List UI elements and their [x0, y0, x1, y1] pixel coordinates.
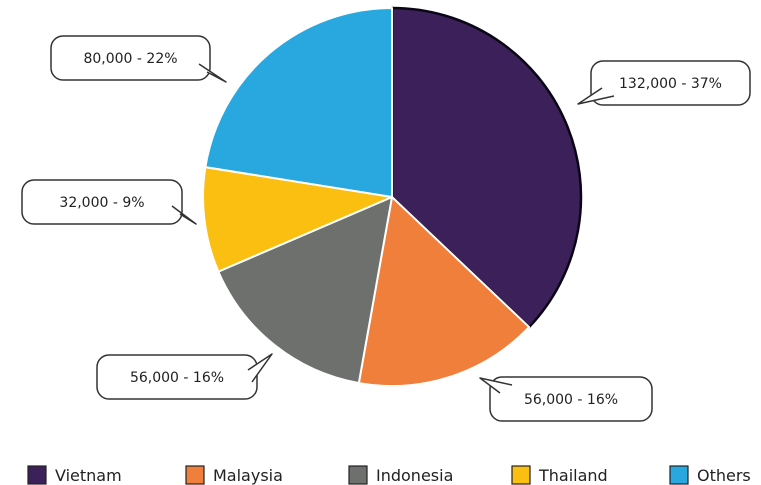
legend-swatch-others [669, 465, 689, 485]
pie-slice-vietnam [390, 6, 583, 329]
legend-item-vietnam: Vietnam [27, 465, 122, 485]
callout-indonesia: 56,000 - 16% [96, 353, 273, 400]
legend-item-indonesia: Indonesia [348, 465, 453, 485]
legend-item-others: Others [669, 465, 751, 485]
legend-label-vietnam: Vietnam [55, 466, 122, 485]
callout-pointer [479, 377, 513, 394]
callout-box [21, 179, 183, 225]
pie-slice-thailand [202, 166, 393, 273]
callout-thailand: 32,000 - 9% [21, 179, 197, 225]
callout-box [96, 354, 258, 400]
legend-swatch-indonesia [348, 465, 368, 485]
callout-box [50, 35, 211, 81]
data-label-indonesia: 56,000 - 16% [130, 370, 224, 386]
callout-vietnam: 132,000 - 37% [577, 60, 751, 106]
legend-item-thailand: Thailand [511, 465, 608, 485]
data-label-malaysia: 56,000 - 16% [524, 392, 618, 408]
callout-others: 80,000 - 22% [50, 35, 227, 83]
callout-pointer [577, 87, 615, 105]
pie-slice-indonesia [217, 196, 393, 385]
pie-slice-others [204, 7, 393, 198]
pie-slices [202, 6, 583, 387]
legend-label-others: Others [697, 466, 751, 485]
callouts: 132,000 - 37% 56,000 - 16% 56,000 - 16% 32,… [21, 35, 751, 422]
pie-slice-malaysia [357, 196, 531, 387]
callout-pointer [247, 353, 273, 383]
legend-label-malaysia: Malaysia [213, 466, 283, 485]
data-label-vietnam: 132,000 - 37% [619, 76, 722, 92]
callout-pointer [171, 205, 197, 225]
data-label-thailand: 32,000 - 9% [59, 195, 144, 211]
legend-label-thailand: Thailand [538, 466, 608, 485]
legend-item-malaysia: Malaysia [185, 465, 283, 485]
legend-swatch-vietnam [27, 465, 47, 485]
data-label-others: 80,000 - 22% [83, 51, 177, 67]
callout-pointer [198, 63, 227, 83]
callout-box [489, 376, 653, 422]
legend: Vietnam Malaysia Indonesia Thailand Others [27, 465, 751, 485]
callout-box [590, 60, 751, 106]
legend-label-indonesia: Indonesia [376, 466, 453, 485]
legend-swatch-thailand [511, 465, 531, 485]
callout-malaysia: 56,000 - 16% [479, 376, 653, 422]
legend-swatch-malaysia [185, 465, 205, 485]
